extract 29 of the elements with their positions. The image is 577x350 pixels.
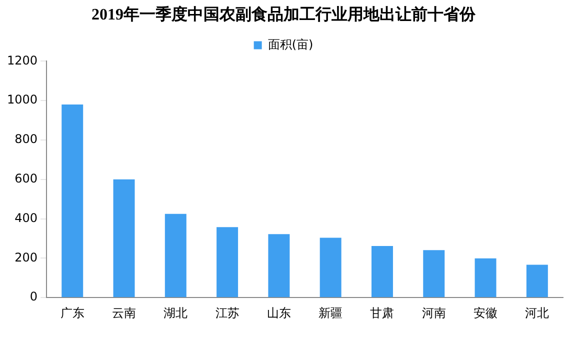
bar — [268, 234, 290, 298]
y-tick-label: 200 — [14, 250, 38, 264]
x-tick-label: 新疆 — [318, 306, 343, 320]
x-tick-label: 湖北 — [164, 306, 188, 320]
bar — [164, 214, 186, 298]
y-tick-label: 800 — [14, 132, 38, 146]
bar — [423, 250, 445, 298]
x-tick-label: 河北 — [525, 306, 550, 320]
bar — [371, 246, 393, 298]
chart-title: 2019年一季度中国农副食品加工行业用地出让前十省份 — [92, 4, 476, 24]
x-tick-label: 河南 — [422, 306, 446, 320]
x-tick-label: 山东 — [266, 306, 291, 320]
y-tick-label: 0 — [30, 290, 38, 304]
x-tick-label: 广东 — [60, 306, 84, 320]
bar — [474, 258, 496, 298]
bar — [216, 227, 238, 298]
y-tick-label: 1000 — [6, 92, 38, 107]
x-tick-label: 安徽 — [474, 306, 498, 320]
y-tick-label: 1200 — [6, 53, 38, 68]
x-tick-label: 江苏 — [215, 306, 240, 320]
y-tick-label: 400 — [14, 210, 38, 225]
legend-label: 面积(亩) — [268, 37, 314, 52]
x-tick-label: 甘肃 — [370, 306, 394, 320]
bar — [62, 104, 84, 298]
bar — [320, 238, 342, 298]
bar — [113, 179, 135, 298]
y-tick-label: 600 — [14, 172, 38, 186]
bar — [526, 264, 548, 298]
x-tick-label: 云南 — [112, 306, 136, 320]
